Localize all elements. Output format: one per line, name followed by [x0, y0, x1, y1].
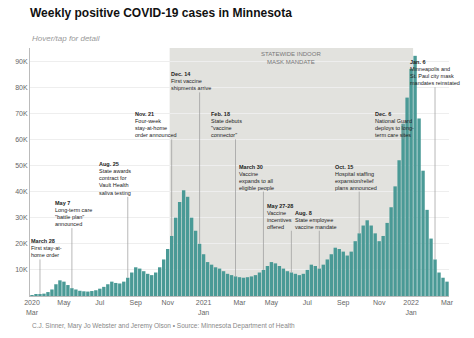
svg-text:2022Jan: 2022Jan [403, 299, 419, 315]
svg-text:50K: 50K [15, 162, 28, 169]
svg-text:20K: 20K [15, 240, 28, 247]
svg-text:Nov. 21Four-weekstay-at-homeor: Nov. 21Four-weekstay-at-homeorder announ… [135, 111, 177, 138]
svg-text:60K: 60K [15, 136, 28, 143]
svg-text:Feb. 18State debuts"vaccinecon: Feb. 18State debuts"vaccineconnector" [211, 111, 242, 138]
svg-text:Dec. 14First vaccineshipments: Dec. 14First vaccineshipments arrive [171, 71, 211, 91]
svg-text:2020Mar: 2020Mar [24, 299, 40, 315]
svg-text:Dec. 6National Guarddeploys to: Dec. 6National Guarddeploys to long-term… [375, 111, 414, 138]
svg-text:May 27-28Vaccineincentivesoffe: May 27-28Vaccineincentivesoffered [267, 203, 293, 230]
svg-text:Mar: Mar [441, 299, 454, 306]
svg-text:Nov: Nov [161, 299, 174, 306]
svg-text:Aug. 8State employeevaccine ma: Aug. 8State employeevaccine mandate [295, 210, 337, 230]
svg-text:May 7Long-term care"battle pla: May 7Long-term care"battle plan"announce… [55, 200, 92, 227]
svg-text:Weekly positive COVID-19 cases: Weekly positive COVID-19 cases in Minnes… [30, 6, 292, 20]
svg-text:Oct. 15Hospital staffingexpans: Oct. 15Hospital staffingexpansion/relief… [335, 164, 377, 191]
svg-text:Jul: Jul [95, 299, 104, 306]
svg-text:2021Jan: 2021Jan [196, 299, 212, 315]
svg-text:Sep: Sep [130, 299, 143, 307]
svg-text:Nov: Nov [373, 299, 386, 306]
svg-text:80K: 80K [15, 84, 28, 91]
svg-text:C.J. Sinner, Mary Jo Webster a: C.J. Sinner, Mary Jo Webster and Jeremy … [32, 322, 295, 330]
svg-text:10K: 10K [15, 266, 28, 273]
svg-text:Hover/tap for detail: Hover/tap for detail [32, 34, 100, 43]
svg-text:Jan. 6Minneapolis andSt. Paul: Jan. 6Minneapolis andSt. Paul city maskm… [410, 59, 460, 86]
svg-text:May: May [57, 299, 71, 307]
svg-text:30K: 30K [15, 214, 28, 221]
svg-text:Jul: Jul [303, 299, 312, 306]
svg-text:March 30Vaccineexpands to alle: March 30Vaccineexpands to alleligible pe… [239, 164, 274, 191]
svg-text:90K: 90K [15, 58, 28, 65]
svg-text:May: May [265, 299, 279, 307]
svg-text:Mar: Mar [233, 299, 246, 306]
svg-text:Sep: Sep [337, 299, 350, 307]
svg-text:70K: 70K [15, 110, 28, 117]
svg-text:STATEWIDE INDOORMASK MANDATE: STATEWIDE INDOORMASK MANDATE [261, 51, 321, 65]
svg-text:40K: 40K [15, 188, 28, 195]
svg-text:March 28First stay-at-home ord: March 28First stay-at-home order [31, 238, 62, 258]
svg-text:Aug. 25State awardscontract fo: Aug. 25State awardscontract forVault Hea… [99, 161, 131, 196]
